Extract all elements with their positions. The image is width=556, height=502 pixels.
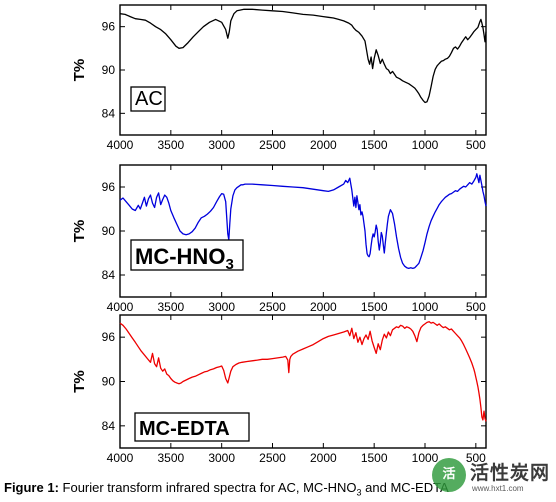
x-tick-label: 1000 (412, 300, 439, 314)
x-tick-label: 4000 (107, 451, 134, 465)
y-axis-title: T% (71, 59, 88, 82)
y-tick-label: 90 (102, 375, 116, 389)
ir-spectrum-line (119, 321, 487, 422)
y-tick-label: 90 (102, 224, 116, 238)
panel-label: MC-EDTA (139, 418, 230, 440)
watermark-url: www.hxt1.com (472, 484, 524, 493)
ir-spectrum-line (119, 8, 487, 104)
y-tick-label: 84 (102, 268, 116, 282)
x-tick-label: 500 (466, 300, 486, 314)
caption-tail: and MC-EDTA (361, 480, 449, 495)
y-tick-label: 96 (102, 180, 116, 194)
y-tick-label: 90 (102, 63, 116, 77)
x-tick-label: 500 (466, 138, 486, 152)
x-tick-label: 3000 (208, 300, 235, 314)
caption-text: Fourier transform infrared spectra for A… (58, 480, 357, 495)
x-tick-label: 2000 (310, 300, 337, 314)
caption-label: Figure 1: (4, 480, 59, 495)
y-axis-title: T% (71, 370, 88, 393)
panel-label-box (134, 412, 250, 442)
x-tick-label: 3000 (208, 138, 235, 152)
spectrum-panel-1: 4000 3500 3000 2500 2000 1500 1000 500 84 90 96 T% A… (71, 4, 487, 152)
x-tick-label: 1500 (361, 451, 388, 465)
x-tick-label: 2500 (259, 138, 286, 152)
plot-frame (119, 164, 487, 298)
panel-label-subscript: 3 (225, 256, 233, 273)
plot-frame (119, 4, 487, 136)
x-tick-label: 3500 (157, 300, 184, 314)
y-axis-title: T% (71, 220, 88, 243)
x-tick-label: 1500 (361, 138, 388, 152)
watermark-logo-icon: 活 (432, 458, 466, 492)
panel-label-box (130, 86, 166, 112)
spectrum-panel-2: 4000 3500 3000 2500 2000 1500 1000 500 84 90 96 T% M… (71, 164, 487, 314)
watermark-logo: 活 活性炭网 www.hxt1.com (432, 456, 556, 500)
panels: 4000 3500 3000 2500 2000 1500 1000 500849096T%A… (71, 4, 487, 465)
x-tick-label: 4000 (107, 138, 134, 152)
y-tick-label: 84 (102, 419, 116, 433)
y-tick-label: 96 (102, 20, 116, 34)
x-tick-label: 2500 (259, 300, 286, 314)
ir-spectrum-line (119, 173, 487, 270)
panel-label-text: AC (135, 88, 163, 110)
watermark-title: 活性炭网 (470, 462, 551, 484)
panel-label-box (130, 239, 244, 271)
x-tick-label: 3500 (157, 451, 184, 465)
x-tick-label: 1500 (361, 300, 388, 314)
panel-label-text: MC-HNO (135, 244, 225, 269)
x-tick-label: 2000 (310, 138, 337, 152)
x-tick-label: 4000 (107, 300, 134, 314)
x-tick-label: 500 (466, 451, 486, 465)
panel-label: AC (135, 88, 163, 110)
x-tick-label: 1000 (412, 451, 439, 465)
x-tick-label: 1000 (412, 138, 439, 152)
x-tick-label: 3500 (157, 138, 184, 152)
x-tick-label: 2500 (259, 451, 286, 465)
y-tick-label: 84 (102, 106, 116, 120)
y-tick-label: 96 (102, 330, 116, 344)
x-tick-label: 2000 (310, 451, 337, 465)
panel-label-text: MC-EDTA (139, 418, 230, 440)
x-tick-label: 3000 (208, 451, 235, 465)
figure-caption: Figure 1: Fourier transform infrared spe… (4, 480, 556, 501)
caption-subscript: 3 (356, 487, 362, 498)
panel-label: MC-HNO3 (135, 244, 234, 273)
spectrum-panel-3: 4000 3500 3000 2500 2000 1500 1000 500 84 90 96 T% M… (71, 314, 487, 465)
